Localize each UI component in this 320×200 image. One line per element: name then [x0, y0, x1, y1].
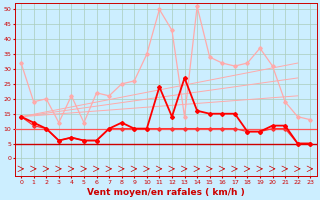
X-axis label: Vent moyen/en rafales ( km/h ): Vent moyen/en rafales ( km/h ) [87, 188, 244, 197]
